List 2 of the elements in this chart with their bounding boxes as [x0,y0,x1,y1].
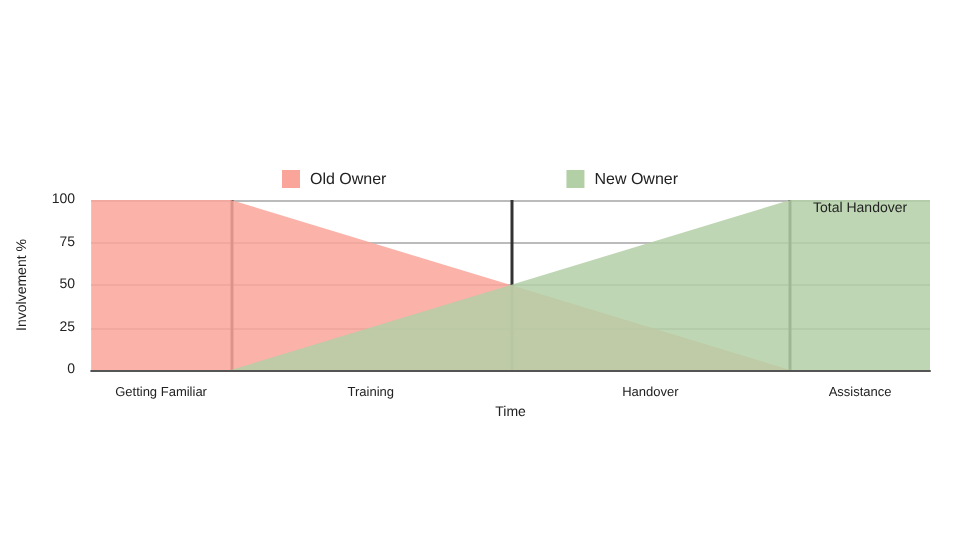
legend-label: Old Owner [309,170,388,188]
legend-label: New Owner [594,170,679,188]
